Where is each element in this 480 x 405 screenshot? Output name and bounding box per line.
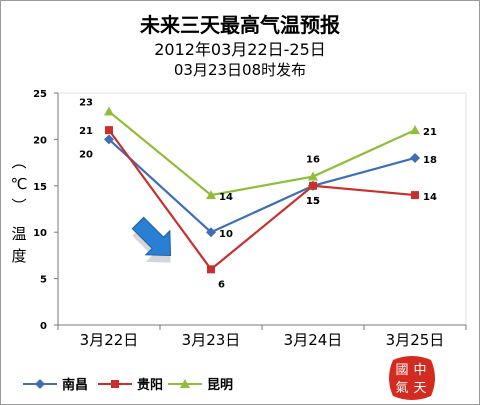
y-tick-label: 5 [40, 275, 47, 286]
data-label: 15 [306, 196, 320, 207]
data-point [308, 171, 318, 181]
data-label: 21 [79, 126, 93, 137]
legend-label-kunming: 昆明 [207, 378, 234, 393]
data-point [309, 181, 317, 190]
data-point [206, 227, 216, 238]
data-label: 15 [306, 196, 320, 207]
y-axis-label-char: ︵ [11, 153, 27, 171]
data-label: 10 [219, 229, 233, 240]
data-label: 14 [423, 192, 437, 203]
data-label: 14 [219, 192, 233, 203]
y-tick-label: 10 [33, 228, 47, 239]
weather-china-seal-logo: 中 國 天 氣 [389, 356, 435, 400]
data-label: 18 [423, 155, 437, 166]
legend-item-0: 南昌 [23, 374, 88, 393]
y-tick-label: 20 [33, 135, 47, 146]
x-tick-label: 3月24日 [284, 331, 343, 349]
chart-subtitle: 2012年03月22日-25日 [154, 40, 326, 59]
y-tick-label: 25 [33, 89, 47, 100]
data-label: 20 [79, 149, 93, 160]
data-label: 16 [306, 155, 320, 166]
svg-text:國: 國 [395, 363, 408, 378]
legend-label-nanchang: 南昌 [62, 378, 89, 393]
annotation-arrow-icon [131, 216, 172, 263]
data-point [410, 152, 420, 163]
series-line-1 [108, 129, 416, 271]
legend-marker-1 [98, 379, 132, 388]
data-point [411, 191, 419, 200]
y-axis-label-char: 温 [11, 225, 27, 243]
legend-marker-0 [23, 378, 57, 389]
y-axis-label-char: ︶ [11, 197, 27, 215]
x-tick-label: 3月22日 [80, 331, 139, 349]
data-point [104, 106, 114, 116]
data-label: 21 [423, 127, 437, 138]
data-point [206, 190, 216, 200]
legend-marker-2 [168, 378, 202, 388]
svg-text:天: 天 [413, 381, 426, 396]
y-axis-label-char: 度 [11, 247, 27, 265]
y-tick-label: 15 [33, 182, 47, 193]
x-tick-label: 3月23日 [182, 331, 241, 349]
data-point [104, 134, 114, 145]
chart-title: 未来三天最高气温预报 [140, 13, 340, 37]
legend-item-2: 昆明 [168, 374, 233, 393]
legend-item-1: 贵阳 [98, 374, 163, 393]
series-line-2 [108, 110, 416, 197]
data-point [207, 265, 215, 274]
y-axis-label: ︵ ℃ ︶ 温度 [9, 151, 29, 267]
svg-text:氣: 氣 [395, 381, 408, 396]
svg-text:中: 中 [413, 363, 426, 378]
y-tick-label: 0 [40, 321, 47, 332]
x-tick-label: 3月25日 [386, 331, 445, 349]
data-point [410, 125, 420, 135]
publish-note: 03月23日08时发布 [173, 61, 307, 79]
y-axis-label-char: ℃ [10, 175, 28, 193]
data-label: 23 [79, 98, 93, 109]
data-label: 6 [218, 279, 225, 290]
series-line-0 [108, 138, 416, 234]
data-point [105, 126, 113, 135]
legend-label-guiyang: 贵阳 [137, 378, 164, 393]
